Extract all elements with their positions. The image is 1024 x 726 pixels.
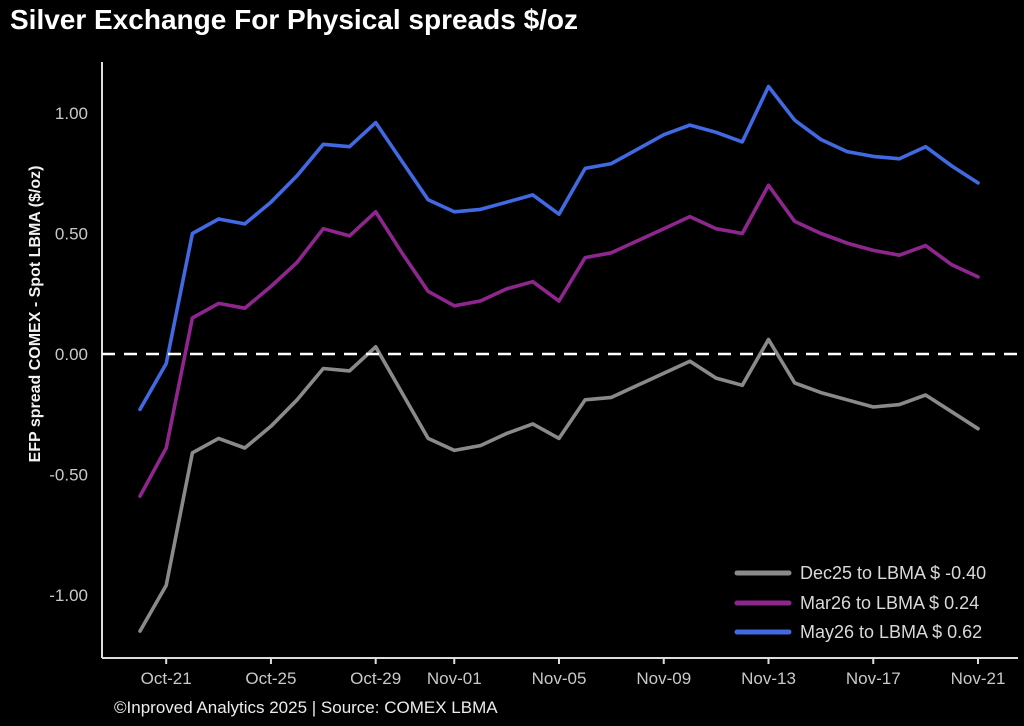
x-tick-label: Nov-13 bbox=[741, 669, 796, 688]
source-credit: ©Inproved Analytics 2025 | Source: COMEX… bbox=[114, 698, 498, 717]
x-tick-label: Nov-09 bbox=[636, 669, 691, 688]
legend-label-mar26: Mar26 to LBMA $ 0.24 bbox=[800, 593, 979, 613]
chart-title: Silver Exchange For Physical spreads $/o… bbox=[10, 4, 579, 35]
x-tick-label: Nov-05 bbox=[532, 669, 587, 688]
series-line-may26 bbox=[138, 84, 980, 412]
x-tick-label: Oct-25 bbox=[245, 669, 296, 688]
legend-label-may26: May26 to LBMA $ 0.62 bbox=[800, 622, 982, 642]
x-tick-label: Nov-21 bbox=[951, 669, 1006, 688]
y-tick-label: -0.50 bbox=[49, 466, 88, 485]
y-tick-label: 0.00 bbox=[55, 345, 88, 364]
y-tick-label: -1.00 bbox=[49, 586, 88, 605]
series-line-dec25 bbox=[138, 337, 980, 633]
x-tick-label: Oct-29 bbox=[350, 669, 401, 688]
legend-label-dec25: Dec25 to LBMA $ -0.40 bbox=[800, 563, 986, 583]
series-line-mar26 bbox=[138, 183, 980, 499]
y-tick-label: 0.50 bbox=[55, 225, 88, 244]
y-tick-label: 1.00 bbox=[55, 104, 88, 123]
x-tick-label: Nov-17 bbox=[846, 669, 901, 688]
x-tick-label: Oct-21 bbox=[141, 669, 192, 688]
x-tick-label: Nov-01 bbox=[427, 669, 482, 688]
